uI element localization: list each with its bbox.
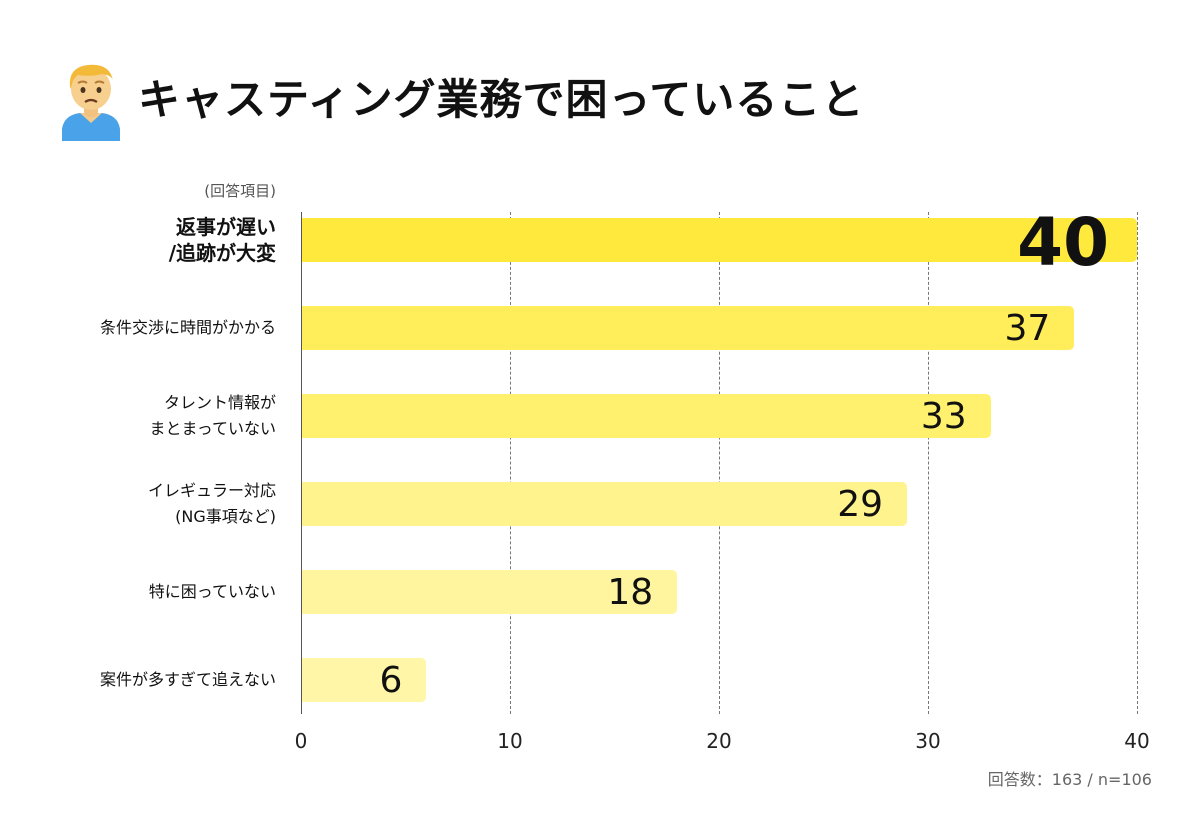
bar xyxy=(301,658,427,702)
category-label: 返事が遅い /追跡が大変 xyxy=(168,215,276,265)
category-header: (回答項目) xyxy=(204,182,276,200)
category-label: タレント情報が まとまっていない xyxy=(149,393,276,438)
gridline-20 xyxy=(719,212,720,714)
bar xyxy=(301,218,1137,262)
x-tick-label: 20 xyxy=(706,729,732,753)
category-label: 条件交渉に時間がかかる xyxy=(99,318,276,337)
x-tick-label: 10 xyxy=(497,729,523,753)
bar xyxy=(301,570,678,614)
x-tick-label: 40 xyxy=(1124,729,1150,753)
bar-value-label: 37 xyxy=(1004,308,1051,349)
page-title: キャスティング業務で困っていること xyxy=(138,75,865,124)
x-tick-label: 30 xyxy=(915,729,941,753)
response-count-note: 回答数：163 / n=106 xyxy=(987,770,1152,789)
category-label: イレギュラー対応 (NG事項など) xyxy=(147,481,276,526)
bar-value-label: 40 xyxy=(1017,204,1109,281)
bar xyxy=(301,482,908,526)
bar xyxy=(301,394,991,438)
title-row: キャスティング業務で困っていること xyxy=(58,58,864,142)
gridline-30 xyxy=(928,212,929,714)
x-tick-label: 0 xyxy=(294,729,308,753)
bar-value-label: 18 xyxy=(607,572,654,613)
bar-value-label: 33 xyxy=(920,396,967,437)
category-label: 特に困っていない xyxy=(148,582,276,601)
bar-value-label: 29 xyxy=(837,484,884,525)
gridline-10 xyxy=(510,212,511,714)
y-axis-line xyxy=(301,212,302,714)
bar-value-label: 6 xyxy=(379,660,403,701)
gridline-40 xyxy=(1137,212,1138,714)
person-frowning-icon xyxy=(62,64,120,141)
category-label: 案件が多すぎて追えない xyxy=(99,670,276,689)
bar xyxy=(301,306,1075,350)
